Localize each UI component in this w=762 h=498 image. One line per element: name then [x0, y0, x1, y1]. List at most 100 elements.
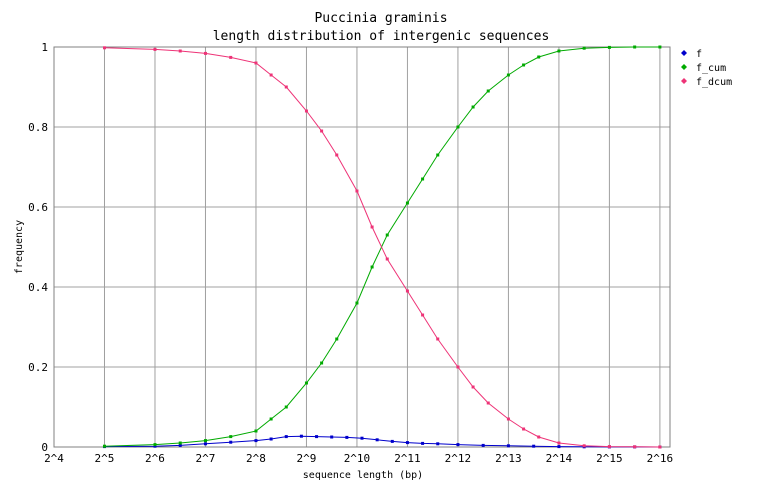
data-point — [153, 443, 157, 447]
data-point — [582, 46, 586, 50]
data-point — [320, 361, 324, 365]
plot-frame — [53, 46, 671, 448]
data-point — [522, 63, 526, 67]
series-line — [104, 47, 660, 448]
data-point — [582, 444, 586, 448]
data-point — [385, 233, 389, 237]
legend-marker — [681, 64, 687, 70]
data-point — [633, 445, 637, 449]
data-point — [370, 225, 374, 229]
y-tick-label: 0.2 — [28, 361, 48, 374]
x-tick-label: 2^4 — [44, 452, 64, 465]
data-point — [269, 417, 273, 421]
data-point — [284, 85, 288, 89]
series-line — [104, 46, 660, 447]
legend-label: f_cum — [696, 63, 726, 74]
data-point — [421, 177, 425, 181]
data-point — [532, 444, 536, 448]
data-point — [153, 47, 157, 51]
data-point — [269, 437, 273, 441]
data-point — [284, 435, 288, 439]
data-point — [486, 89, 490, 93]
data-point — [335, 337, 339, 341]
legend-label: f_dcum — [696, 77, 732, 88]
data-point — [153, 444, 157, 448]
data-point — [557, 441, 561, 445]
data-point — [481, 443, 485, 447]
x-tick-label: 2^11 — [394, 452, 421, 465]
data-point — [203, 51, 207, 55]
data-point — [345, 435, 349, 439]
grid — [54, 47, 670, 447]
data-point — [471, 385, 475, 389]
data-point — [315, 435, 319, 439]
data-point — [421, 313, 425, 317]
series-f — [102, 434, 662, 449]
data-point — [421, 441, 425, 445]
data-point — [405, 289, 409, 293]
data-point — [178, 443, 182, 447]
x-tick-label: 2^13 — [495, 452, 522, 465]
x-tick-label: 2^7 — [196, 452, 216, 465]
data-point — [229, 440, 233, 444]
data-point — [254, 439, 258, 443]
data-point — [405, 201, 409, 205]
data-point — [254, 429, 258, 433]
data-point — [607, 445, 611, 449]
legend-marker — [681, 50, 687, 56]
data-point — [375, 438, 379, 442]
x-tick-label: 2^10 — [344, 452, 371, 465]
data-point — [102, 46, 106, 50]
tick-labels: 2^4 2^5 2^6 2^7 2^8 2^9 2^10 2^11 2^12 2^13 2^14 2^… — [28, 41, 673, 465]
data-point — [178, 441, 182, 445]
data-point — [471, 105, 475, 109]
data-point — [390, 439, 394, 443]
legend: f f_cum f_dcum — [681, 49, 732, 88]
chart-subtitle: length distribution of intergenic sequen… — [213, 29, 550, 44]
data-point — [456, 443, 460, 447]
data-point — [178, 49, 182, 53]
y-tick-label: 0.4 — [28, 281, 48, 294]
data-point — [229, 435, 233, 439]
x-axis-label: sequence length (bp) — [303, 470, 423, 481]
x-tick-label: 2^14 — [546, 452, 573, 465]
data-point — [405, 441, 409, 445]
series-f-dcum — [102, 46, 662, 449]
series-f-cum — [102, 45, 662, 448]
y-axis-label: frequency — [14, 220, 25, 274]
data-point — [522, 427, 526, 431]
data-point — [436, 337, 440, 341]
data-point — [304, 381, 308, 385]
legend-label: f — [696, 49, 702, 60]
data-point — [557, 49, 561, 53]
data-point — [436, 442, 440, 446]
y-tick-label: 0.8 — [28, 121, 48, 134]
data-point — [320, 129, 324, 133]
data-point — [537, 435, 541, 439]
x-tick-label: 2^8 — [246, 452, 266, 465]
y-tick-label: 1 — [41, 41, 48, 54]
data-point — [456, 365, 460, 369]
data-point — [330, 435, 334, 439]
data-point — [304, 109, 308, 113]
data-point — [269, 73, 273, 77]
data-point — [229, 55, 233, 59]
data-point — [607, 45, 611, 49]
x-tick-label: 2^5 — [95, 452, 115, 465]
data-point — [385, 257, 389, 261]
data-point — [360, 436, 364, 440]
series-layer — [102, 45, 662, 449]
data-point — [284, 405, 288, 409]
x-tick-label: 2^12 — [445, 452, 472, 465]
data-point — [557, 445, 561, 449]
data-point — [658, 445, 662, 449]
data-point — [355, 301, 359, 305]
axes — [53, 46, 671, 448]
data-point — [254, 61, 258, 65]
y-tick-label: 0 — [41, 441, 48, 454]
data-point — [537, 55, 541, 59]
x-tick-label: 2^15 — [596, 452, 623, 465]
data-point — [633, 45, 637, 49]
data-point — [355, 189, 359, 193]
